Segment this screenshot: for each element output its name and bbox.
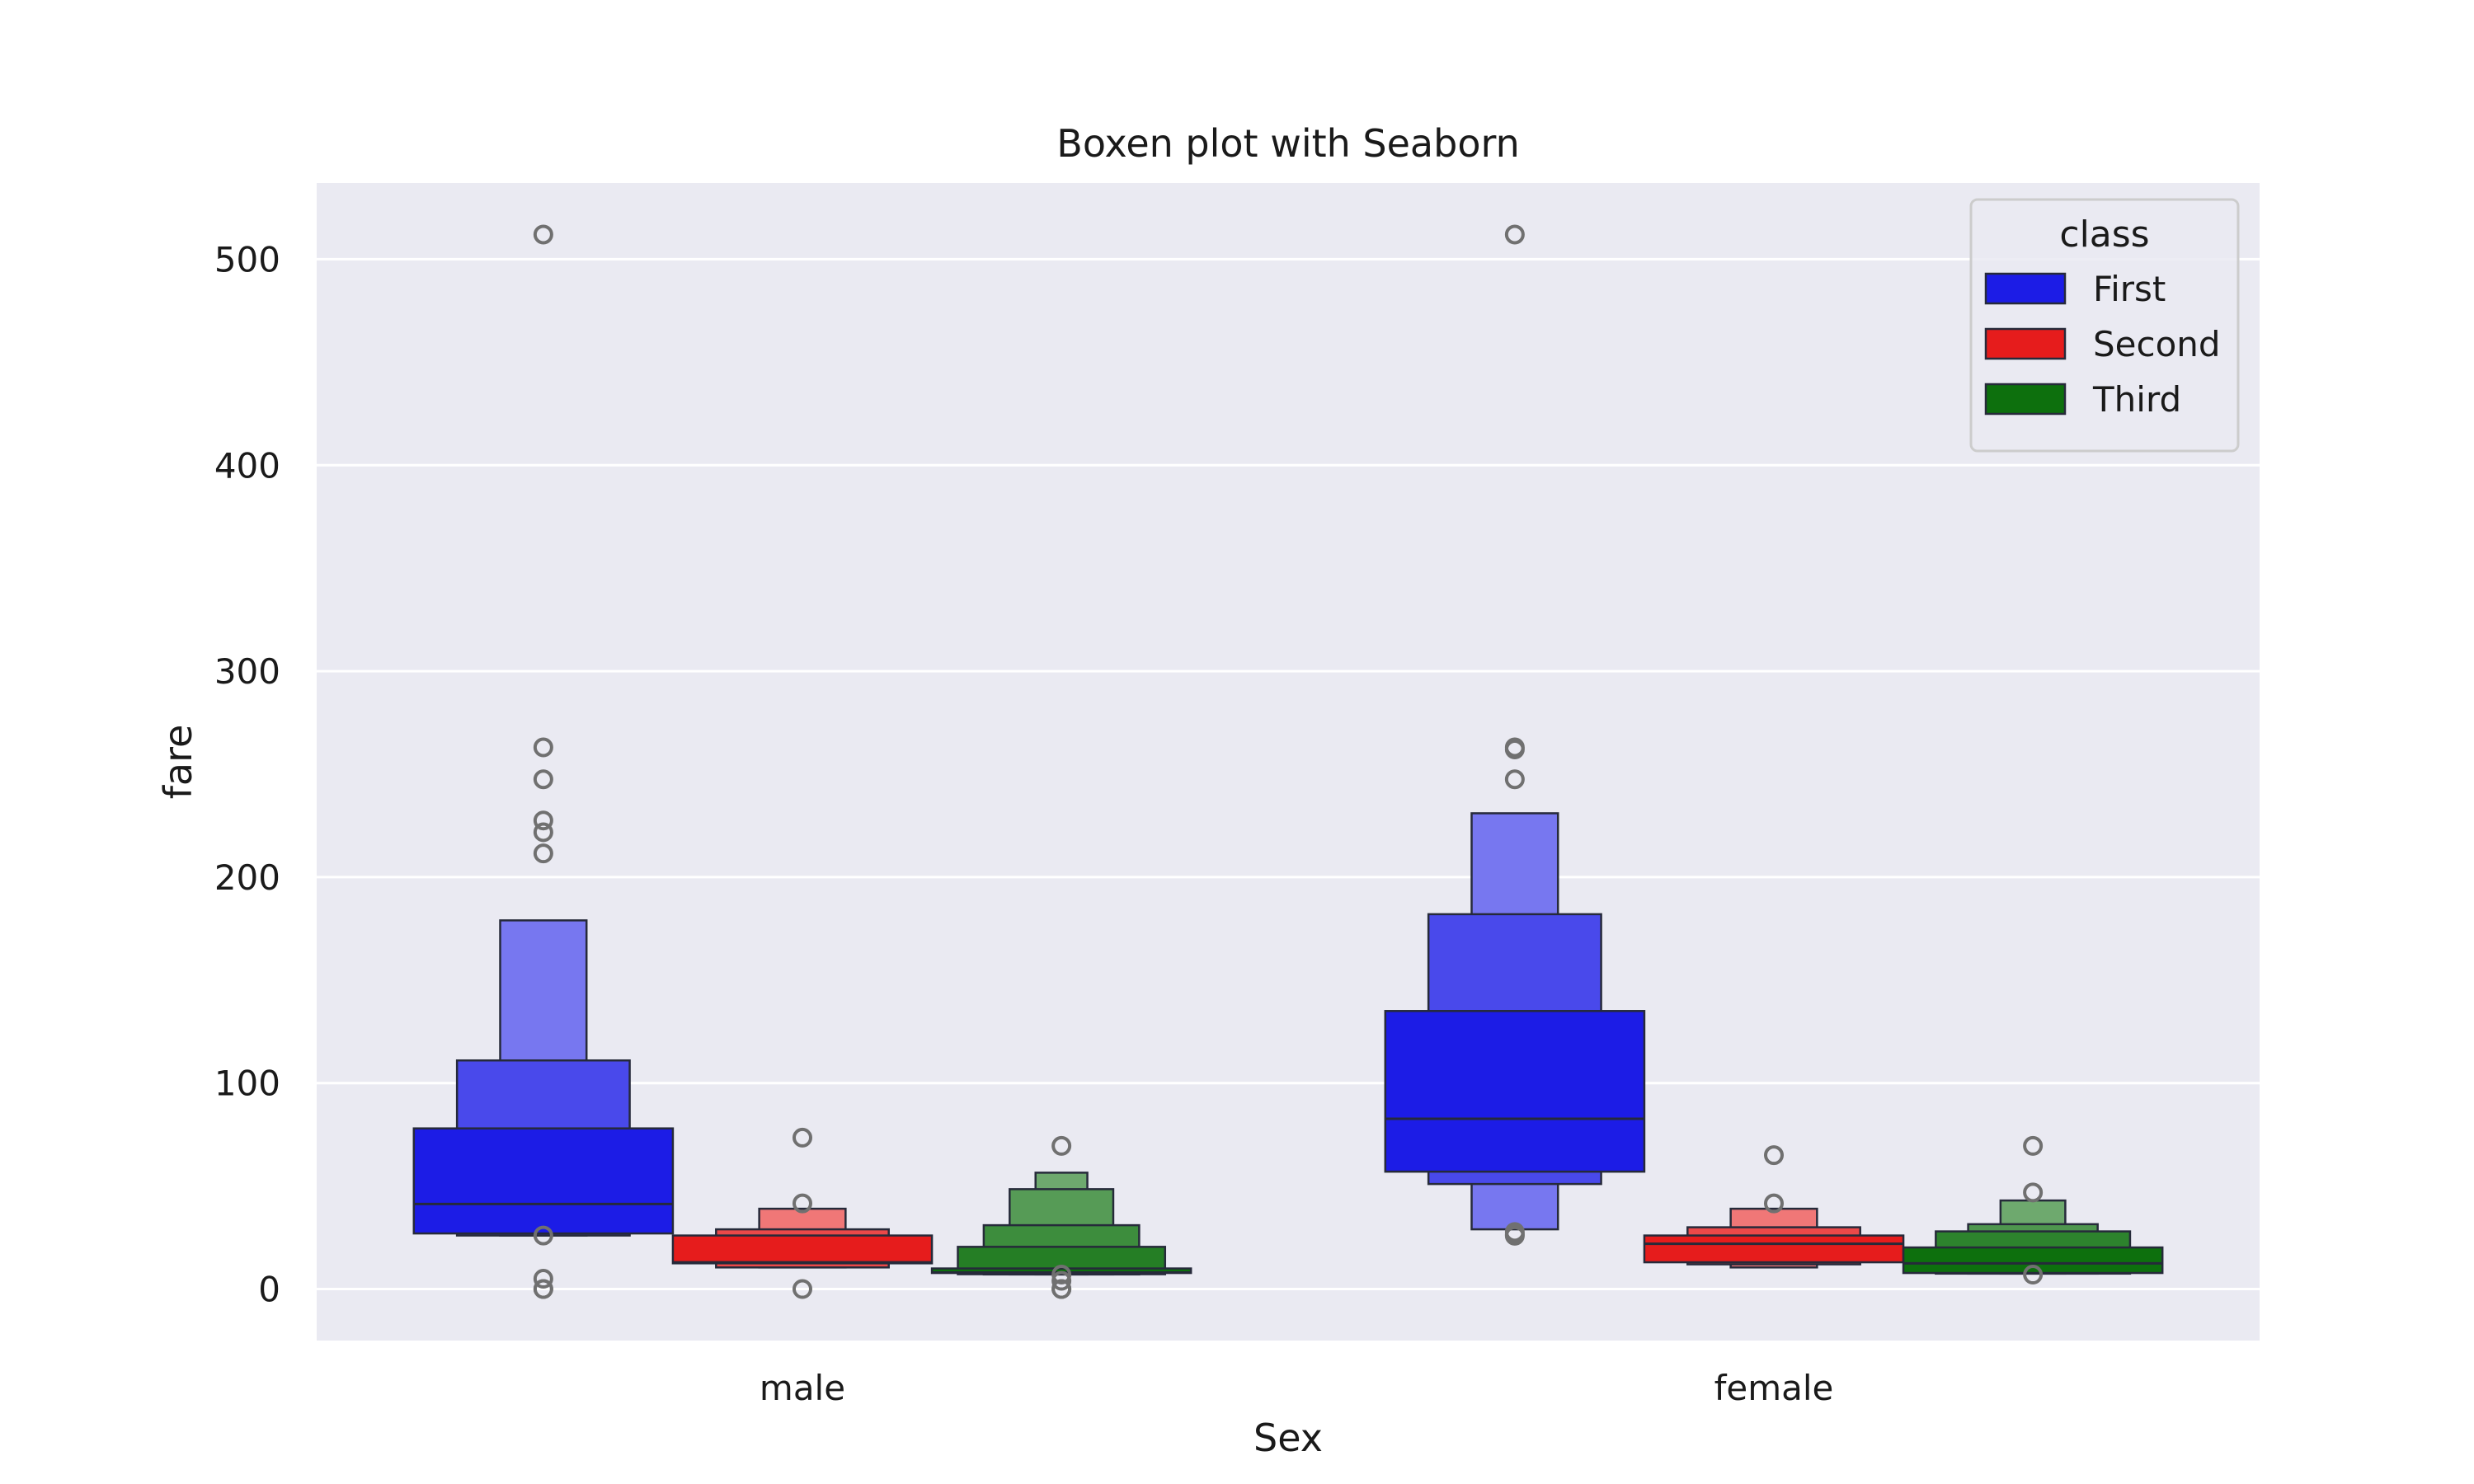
boxen-layer bbox=[412, 812, 2164, 1276]
y-axis-ticks: 0 100 200 300 400 500 bbox=[214, 239, 280, 1309]
outlier-point bbox=[1764, 1193, 1784, 1214]
outlier-point bbox=[533, 1279, 553, 1299]
outlier-point bbox=[1051, 1279, 1072, 1299]
boxen-group bbox=[1384, 812, 1646, 1231]
y-tick-label: 500 bbox=[214, 239, 280, 279]
outlier-point bbox=[533, 1225, 553, 1246]
x-axis-label: Sex bbox=[1253, 1416, 1323, 1460]
x-tick-label: male bbox=[760, 1368, 845, 1408]
boxen-box bbox=[671, 1234, 934, 1265]
outlier-point bbox=[1051, 1135, 1072, 1156]
legend-label: Second bbox=[2093, 324, 2221, 364]
outlier-point bbox=[793, 1193, 812, 1214]
outlier-point bbox=[533, 737, 553, 758]
legend-label: Third bbox=[2092, 379, 2181, 420]
x-tick-label: female bbox=[1714, 1368, 1834, 1408]
grid-lines bbox=[317, 257, 2260, 1291]
outlier-point bbox=[533, 810, 553, 831]
y-tick-label: 400 bbox=[214, 445, 280, 486]
boxen-group bbox=[412, 919, 675, 1237]
outlier-point bbox=[1051, 1265, 1072, 1285]
outlier-point bbox=[1764, 1145, 1784, 1166]
outlier-point bbox=[533, 224, 553, 245]
legend-swatch bbox=[1984, 383, 2067, 416]
legend-entry: Second bbox=[1984, 324, 2221, 364]
outlier-point bbox=[1504, 769, 1525, 790]
outlier-point bbox=[1504, 740, 1525, 760]
legend-swatch bbox=[1984, 272, 2067, 305]
y-axis-label: fare bbox=[156, 725, 200, 800]
legend-label: First bbox=[2093, 269, 2166, 309]
boxen-box bbox=[412, 1127, 675, 1235]
outlier-point bbox=[533, 843, 553, 864]
x-axis-ticks: male female bbox=[760, 1368, 1833, 1408]
legend-entry: First bbox=[1984, 269, 2166, 309]
legend-entry: Third bbox=[1984, 379, 2181, 420]
boxen-box bbox=[1902, 1246, 2164, 1275]
outlier-point bbox=[1051, 1270, 1072, 1291]
outlier-point bbox=[2023, 1135, 2044, 1156]
legend-swatch bbox=[1984, 327, 2067, 360]
outlier-point bbox=[793, 1279, 812, 1299]
y-tick-label: 300 bbox=[214, 651, 280, 692]
legend: class First Second Third bbox=[1969, 198, 2240, 453]
legend-title: class bbox=[2059, 214, 2149, 256]
chart-title: Boxen plot with Seaborn bbox=[1056, 121, 1519, 166]
outlier-point bbox=[533, 1269, 553, 1289]
boxen-box bbox=[1384, 1010, 1646, 1173]
outlier-point bbox=[2023, 1182, 2044, 1203]
outlier-point bbox=[793, 1127, 812, 1148]
boxen-box bbox=[1643, 1234, 1905, 1264]
outlier-point bbox=[2023, 1265, 2044, 1285]
outlier-point bbox=[533, 822, 553, 843]
plot-area bbox=[317, 183, 2260, 1341]
outlier-point bbox=[533, 769, 553, 790]
y-tick-label: 0 bbox=[258, 1270, 280, 1310]
outlier-layer bbox=[533, 224, 2044, 1299]
y-tick-label: 200 bbox=[214, 857, 280, 898]
y-tick-label: 100 bbox=[214, 1064, 280, 1104]
boxen-group bbox=[671, 1207, 934, 1269]
outlier-point bbox=[1504, 1225, 1525, 1246]
legend-entries: First Second Third bbox=[1984, 269, 2221, 420]
outlier-point bbox=[1504, 224, 1525, 245]
boxen-group bbox=[1643, 1207, 1905, 1269]
boxen-group bbox=[1902, 1199, 2164, 1275]
